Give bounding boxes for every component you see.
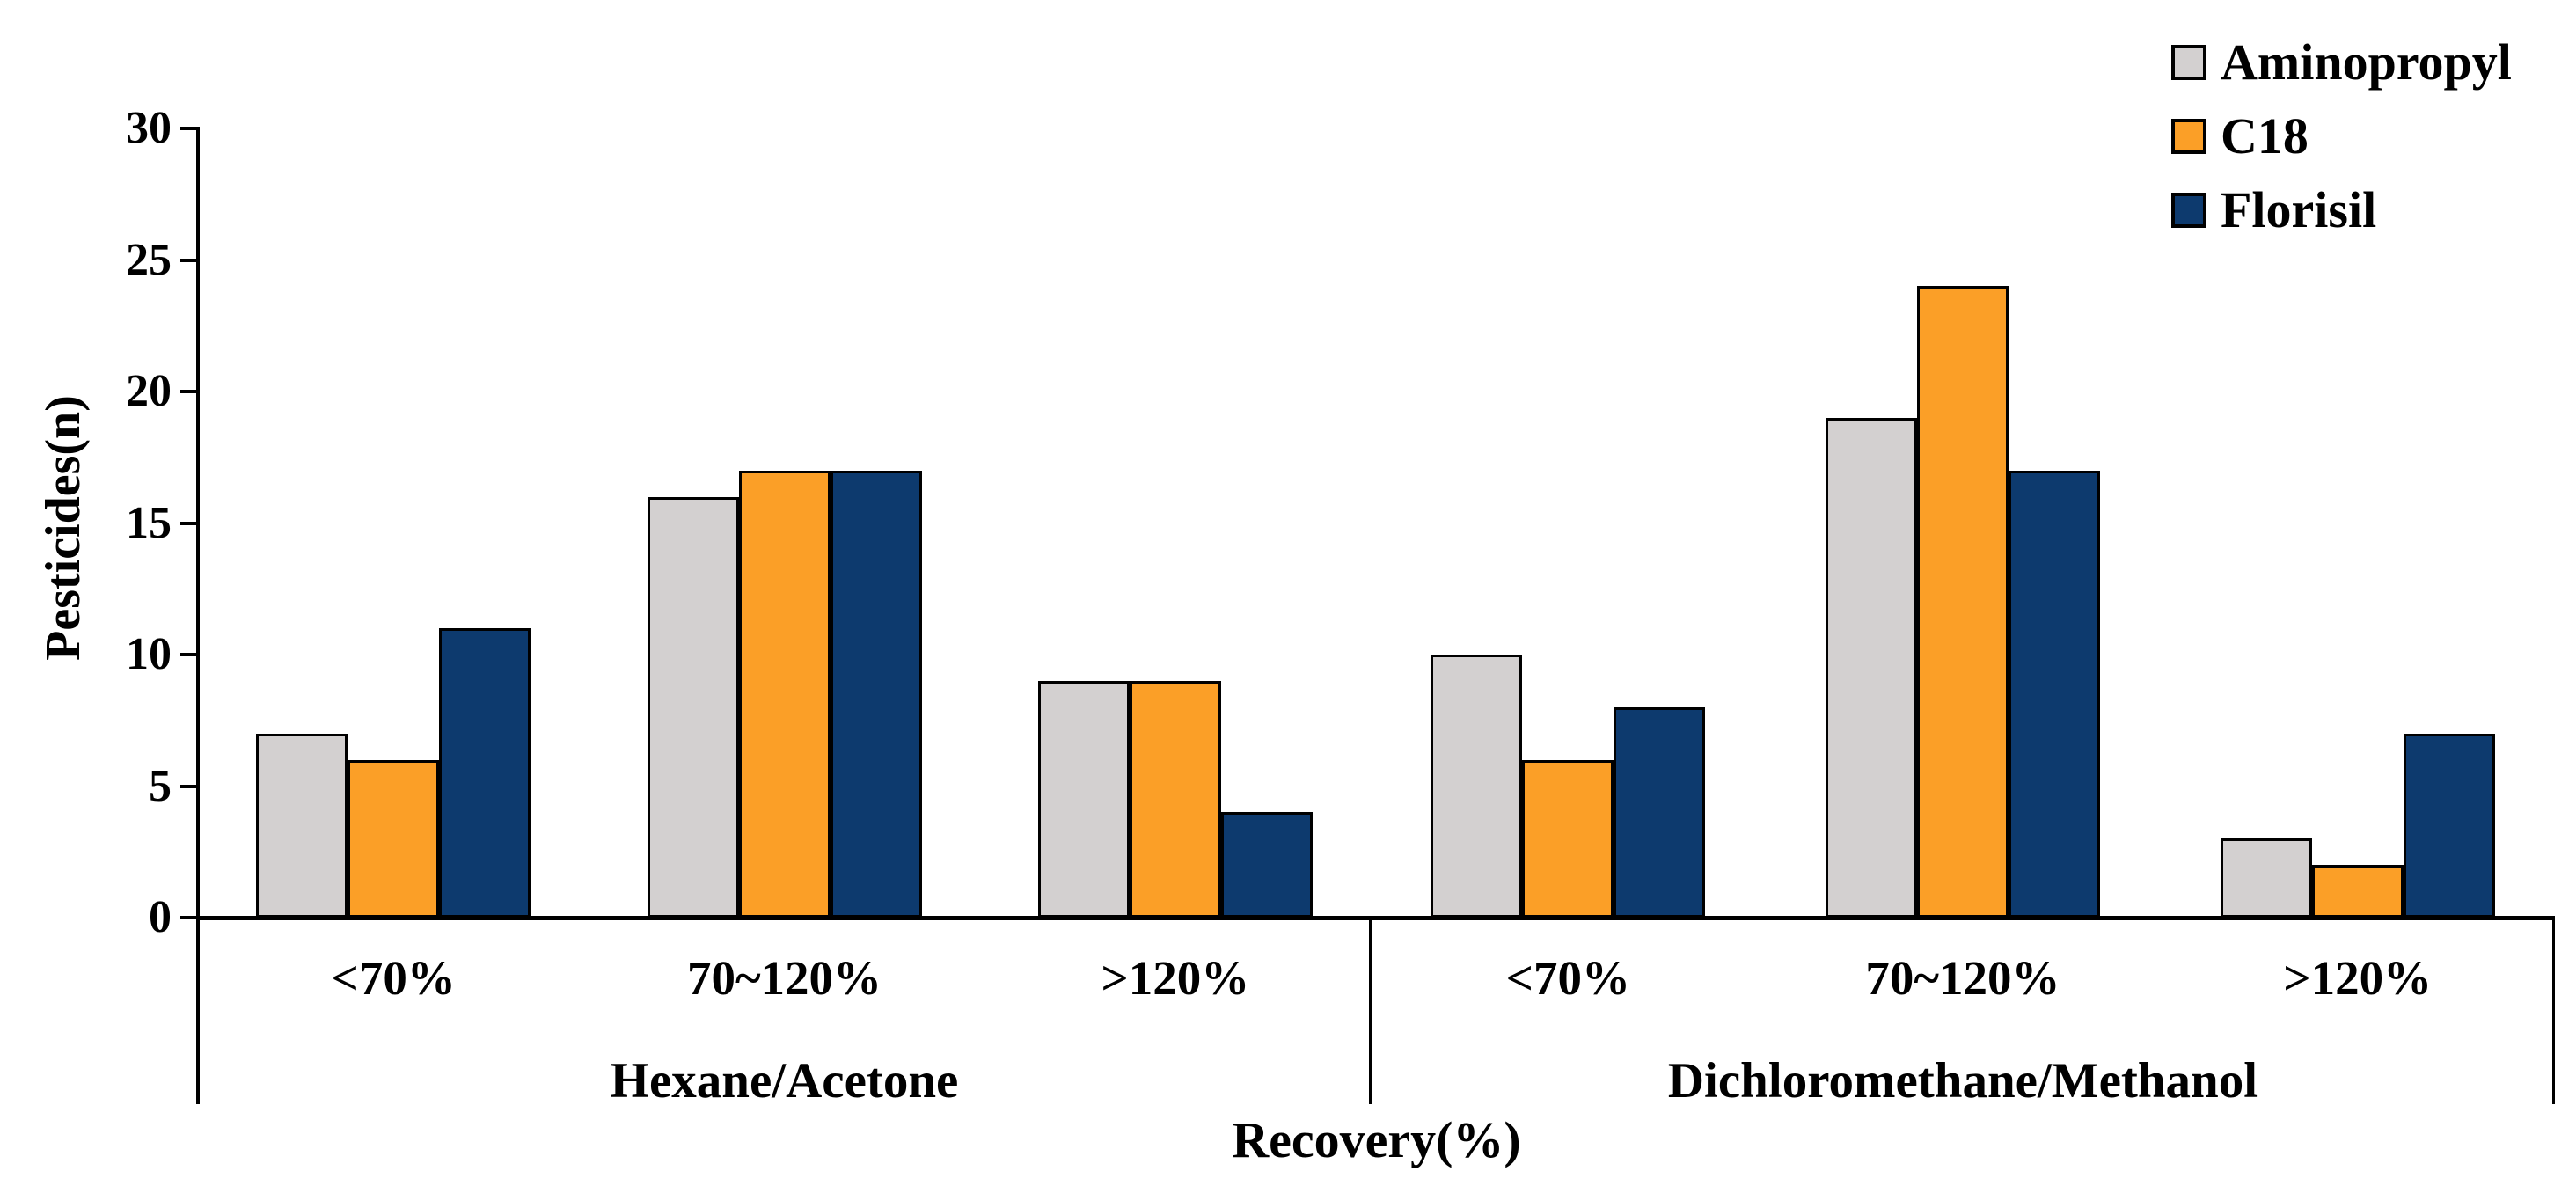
bar-florisil xyxy=(1614,707,1705,918)
y-tick-label: 5 xyxy=(149,760,172,811)
y-tick-label: 25 xyxy=(126,234,172,285)
x-category-label: >120% xyxy=(2283,951,2433,1005)
bar-florisil xyxy=(831,471,922,918)
x-category-label: 70~120% xyxy=(1865,951,2060,1005)
bar-c18 xyxy=(2312,865,2404,918)
y-axis-line xyxy=(196,127,200,1104)
bar-c18 xyxy=(1522,760,1614,918)
x-category-label: <70% xyxy=(331,951,456,1005)
y-axis-title: Pesticides(n) xyxy=(36,395,91,661)
bar-aminopropyl xyxy=(256,734,348,918)
legend-swatch-florisil xyxy=(2171,193,2206,228)
bar-florisil xyxy=(2404,734,2495,918)
y-tick-label: 10 xyxy=(126,629,172,679)
y-tick-label: 20 xyxy=(126,366,172,416)
legend-swatch-c18 xyxy=(2171,119,2206,154)
bar-c18 xyxy=(348,760,439,918)
x-category-label: 70~120% xyxy=(686,951,882,1005)
solvent-group-label: Dichloromethane/Methanol xyxy=(1667,1053,2258,1109)
legend-swatch-aminopropyl xyxy=(2171,45,2206,80)
bar-aminopropyl xyxy=(1826,418,1917,918)
bar-florisil xyxy=(439,628,531,918)
bar-c18 xyxy=(739,471,831,918)
bar-florisil xyxy=(1221,812,1313,918)
legend-item-c18: C18 xyxy=(2171,107,2512,165)
bar-aminopropyl xyxy=(648,497,739,918)
bar-c18 xyxy=(1130,681,1221,918)
x-axis-title: Recovery(%) xyxy=(1232,1111,1521,1168)
y-axis-tick xyxy=(180,916,196,919)
y-tick-label: 15 xyxy=(126,497,172,548)
legend-label-aminopropyl: Aminopropyl xyxy=(2221,33,2512,91)
solvent-group-label: Hexane/Acetone xyxy=(610,1053,959,1109)
legend: Aminopropyl C18 Florisil xyxy=(2171,33,2512,255)
x-category-label: <70% xyxy=(1505,951,1630,1005)
legend-label-c18: C18 xyxy=(2221,107,2309,165)
legend-item-aminopropyl: Aminopropyl xyxy=(2171,33,2512,92)
x-category-label: >120% xyxy=(1101,951,1250,1005)
y-tick-label: 30 xyxy=(126,103,172,153)
y-axis-tick xyxy=(180,258,196,262)
x-axis-line xyxy=(196,916,2555,920)
y-axis-tick xyxy=(180,521,196,525)
y-tick-label: 0 xyxy=(149,892,172,942)
legend-item-florisil: Florisil xyxy=(2171,181,2512,239)
y-axis-tick xyxy=(180,784,196,788)
bar-aminopropyl xyxy=(1038,681,1130,918)
y-axis-tick xyxy=(180,127,196,130)
bar-c18 xyxy=(1917,286,2009,918)
bar-aminopropyl xyxy=(2221,838,2312,918)
bar-florisil xyxy=(2009,471,2100,918)
bar-aminopropyl xyxy=(1431,655,1522,918)
plot-right-edge-line xyxy=(2552,918,2555,1104)
y-axis-tick xyxy=(180,390,196,393)
group-divider-line xyxy=(1369,918,1372,1104)
legend-label-florisil: Florisil xyxy=(2221,181,2377,238)
y-axis-tick xyxy=(180,653,196,656)
